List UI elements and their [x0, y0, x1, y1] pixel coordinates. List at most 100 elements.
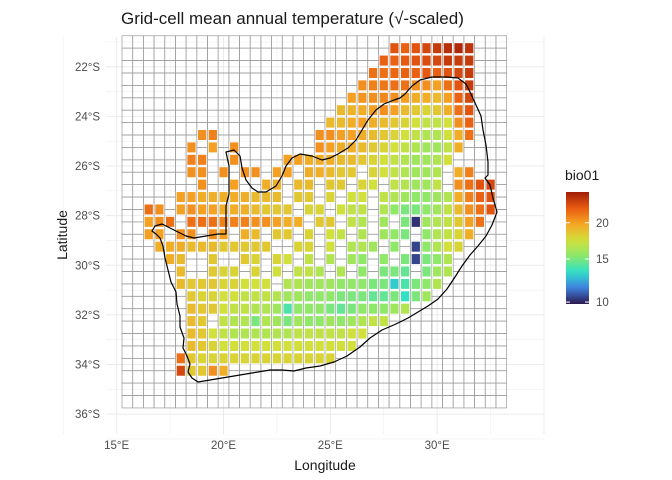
- temperature-cell: [357, 79, 368, 92]
- temperature-cell: [400, 178, 411, 191]
- temperature-cell: [239, 253, 250, 265]
- temperature-cell: [314, 352, 325, 365]
- temperature-cell: [378, 315, 389, 327]
- temperature-cell: [282, 352, 293, 365]
- temperature-cell: [432, 216, 443, 228]
- temperature-cell: [378, 116, 389, 129]
- temperature-cell: [421, 54, 432, 67]
- temperature-cell: [207, 327, 218, 340]
- temperature-cell: [453, 129, 464, 141]
- temperature-cell: [197, 203, 208, 216]
- temperature-cell: [346, 315, 357, 327]
- temperature-cell: [336, 104, 346, 116]
- temperature-cell: [336, 178, 346, 191]
- temperature-cell: [368, 315, 379, 327]
- temperature-cell: [229, 240, 240, 253]
- temperature-cell: [442, 104, 453, 116]
- temperature-cell: [261, 178, 272, 191]
- x-tick-label: 30°E: [425, 440, 450, 452]
- temperature-cell: [400, 290, 411, 303]
- temperature-cell: [271, 315, 282, 327]
- temperature-cell: [304, 290, 314, 303]
- temperature-cell: [346, 191, 357, 203]
- temperature-cell: [250, 216, 261, 228]
- temperature-cell: [336, 154, 346, 166]
- temperature-cell: [197, 191, 208, 203]
- temperature-cell: [197, 216, 208, 228]
- temperature-cell: [368, 116, 379, 129]
- temperature-cell: [229, 141, 240, 154]
- temperature-cell: [410, 216, 421, 228]
- temperature-cell: [165, 240, 176, 253]
- temperature-cell: [378, 278, 389, 290]
- temperature-cell: [453, 54, 464, 67]
- temperature-cell: [143, 216, 154, 228]
- temperature-cell: [271, 216, 282, 228]
- temperature-cell: [357, 104, 368, 116]
- temperature-cell: [410, 278, 421, 290]
- y-tick-label: 36°S: [75, 409, 100, 421]
- temperature-cell: [239, 315, 250, 327]
- temperature-cell: [378, 129, 389, 141]
- temperature-cell: [357, 315, 368, 327]
- temperature-cell: [400, 104, 411, 116]
- temperature-cell: [400, 216, 411, 228]
- temperature-cell: [250, 191, 261, 203]
- temperature-cell: [389, 191, 400, 203]
- temperature-cell: [271, 228, 282, 241]
- temperature-cell: [261, 240, 272, 253]
- temperature-cell: [410, 116, 421, 129]
- temperature-cell: [453, 42, 464, 54]
- temperature-cell: [421, 79, 432, 92]
- temperature-cell: [336, 327, 346, 340]
- temperature-cell: [442, 154, 453, 166]
- temperature-cell: [314, 278, 325, 290]
- temperature-cell: [453, 228, 464, 241]
- temperature-cell: [186, 228, 197, 241]
- temperature-cell: [357, 228, 368, 241]
- temperature-cell: [175, 253, 186, 265]
- temperature-cell: [389, 79, 400, 92]
- temperature-cell: [271, 203, 282, 216]
- temperature-cell: [282, 340, 293, 352]
- temperature-cell: [421, 265, 432, 278]
- temperature-cell: [304, 340, 314, 352]
- temperature-cell: [325, 216, 336, 228]
- temperature-cell: [239, 228, 250, 241]
- temperature-cell: [389, 129, 400, 141]
- temperature-cell: [186, 290, 197, 303]
- temperature-cell: [197, 315, 208, 327]
- temperature-cell: [378, 79, 389, 92]
- temperature-cell: [239, 191, 250, 203]
- temperature-cell: [464, 67, 475, 79]
- temperature-cell: [325, 327, 336, 340]
- temperature-cell: [293, 327, 304, 340]
- x-tick-label: 15°E: [104, 440, 129, 452]
- temperature-cell: [304, 228, 314, 241]
- temperature-cell: [229, 327, 240, 340]
- temperature-cell: [421, 129, 432, 141]
- temperature-cell: [442, 191, 453, 203]
- temperature-cell: [293, 352, 304, 365]
- temperature-cell: [378, 91, 389, 104]
- temperature-cell: [432, 54, 443, 67]
- temperature-cell: [432, 253, 443, 265]
- temperature-cell: [314, 203, 325, 216]
- temperature-cell: [229, 340, 240, 352]
- temperature-cells: [143, 42, 496, 377]
- temperature-cell: [464, 116, 475, 129]
- temperature-cell: [368, 302, 379, 315]
- temperature-cell: [346, 129, 357, 141]
- temperature-cell: [346, 104, 357, 116]
- temperature-cell: [346, 302, 357, 315]
- temperature-cell: [271, 352, 282, 365]
- temperature-cell: [197, 166, 208, 179]
- temperature-cell: [432, 116, 443, 129]
- temperature-cell: [229, 154, 240, 166]
- temperature-cell: [389, 141, 400, 154]
- temperature-cell: [218, 278, 229, 290]
- temperature-cell: [175, 203, 186, 216]
- temperature-cell: [314, 265, 325, 278]
- temperature-cell: [474, 203, 485, 216]
- y-tick-label: 22°S: [75, 62, 100, 74]
